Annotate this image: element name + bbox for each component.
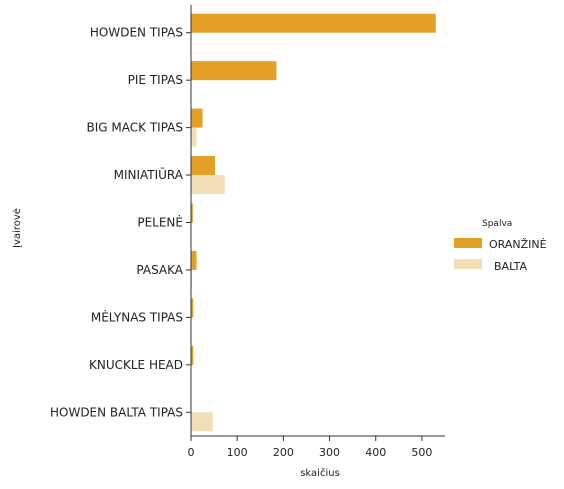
bar-pelene-oranzine [191, 203, 193, 223]
y-axis-categories: HOWDEN TIPAS PIE TIPAS BIG MACK TIPAS MINIA… [50, 26, 191, 419]
bar-knuckle-head-oranzine [191, 345, 194, 365]
x-axis-title: skaičius [300, 467, 340, 479]
x-tick-label: 200 [273, 446, 294, 459]
legend-title: Spalva [482, 219, 512, 229]
y-tick-label: KNUCKLE HEAD [89, 358, 183, 372]
y-tick-label: PIE TIPAS [128, 73, 183, 87]
bar-howden-tipas-oranzine [191, 13, 436, 33]
plot-area [191, 13, 436, 432]
legend-label-balta: BALTA [494, 260, 528, 273]
legend-swatch-balta [454, 259, 482, 269]
y-axis-title: Įvairovė [12, 208, 23, 248]
legend-label-oranzine: ORANŽINĖ [489, 238, 547, 251]
x-tick-label: 0 [188, 446, 195, 459]
legend: Spalva ORANŽINĖ BALTA [454, 219, 547, 273]
x-axis-ticks: 0 100 200 300 400 500 [188, 436, 432, 459]
y-tick-label: HOWDEN BALTA TIPAS [50, 405, 183, 419]
y-tick-label: HOWDEN TIPAS [90, 26, 183, 40]
legend-swatch-oranzine [454, 238, 482, 248]
y-tick-label: MINIATIŪRA [114, 168, 184, 182]
bar-melynas-tipas-oranzine [191, 298, 194, 318]
bar-big-mack-tipas-balta [191, 127, 197, 147]
bar-big-mack-tipas-oranzine [191, 108, 203, 128]
y-tick-label: PASAKA [136, 263, 183, 277]
x-tick-label: 500 [411, 446, 432, 459]
bar-pie-tipas-oranzine [191, 61, 277, 81]
x-tick-label: 100 [227, 446, 248, 459]
x-tick-label: 300 [319, 446, 340, 459]
bar-miniatiura-balta [191, 175, 225, 195]
bar-pasaka-oranzine [191, 250, 197, 270]
y-tick-label: PELENĖ [137, 215, 183, 230]
y-tick-label: BIG MACK TIPAS [87, 121, 183, 135]
y-tick-label: MĖLYNAS TIPAS [91, 309, 183, 324]
bar-howden-balta-tipas-balta [191, 412, 213, 432]
x-tick-label: 400 [365, 446, 386, 459]
bar-miniatiura-oranzine [191, 156, 216, 176]
